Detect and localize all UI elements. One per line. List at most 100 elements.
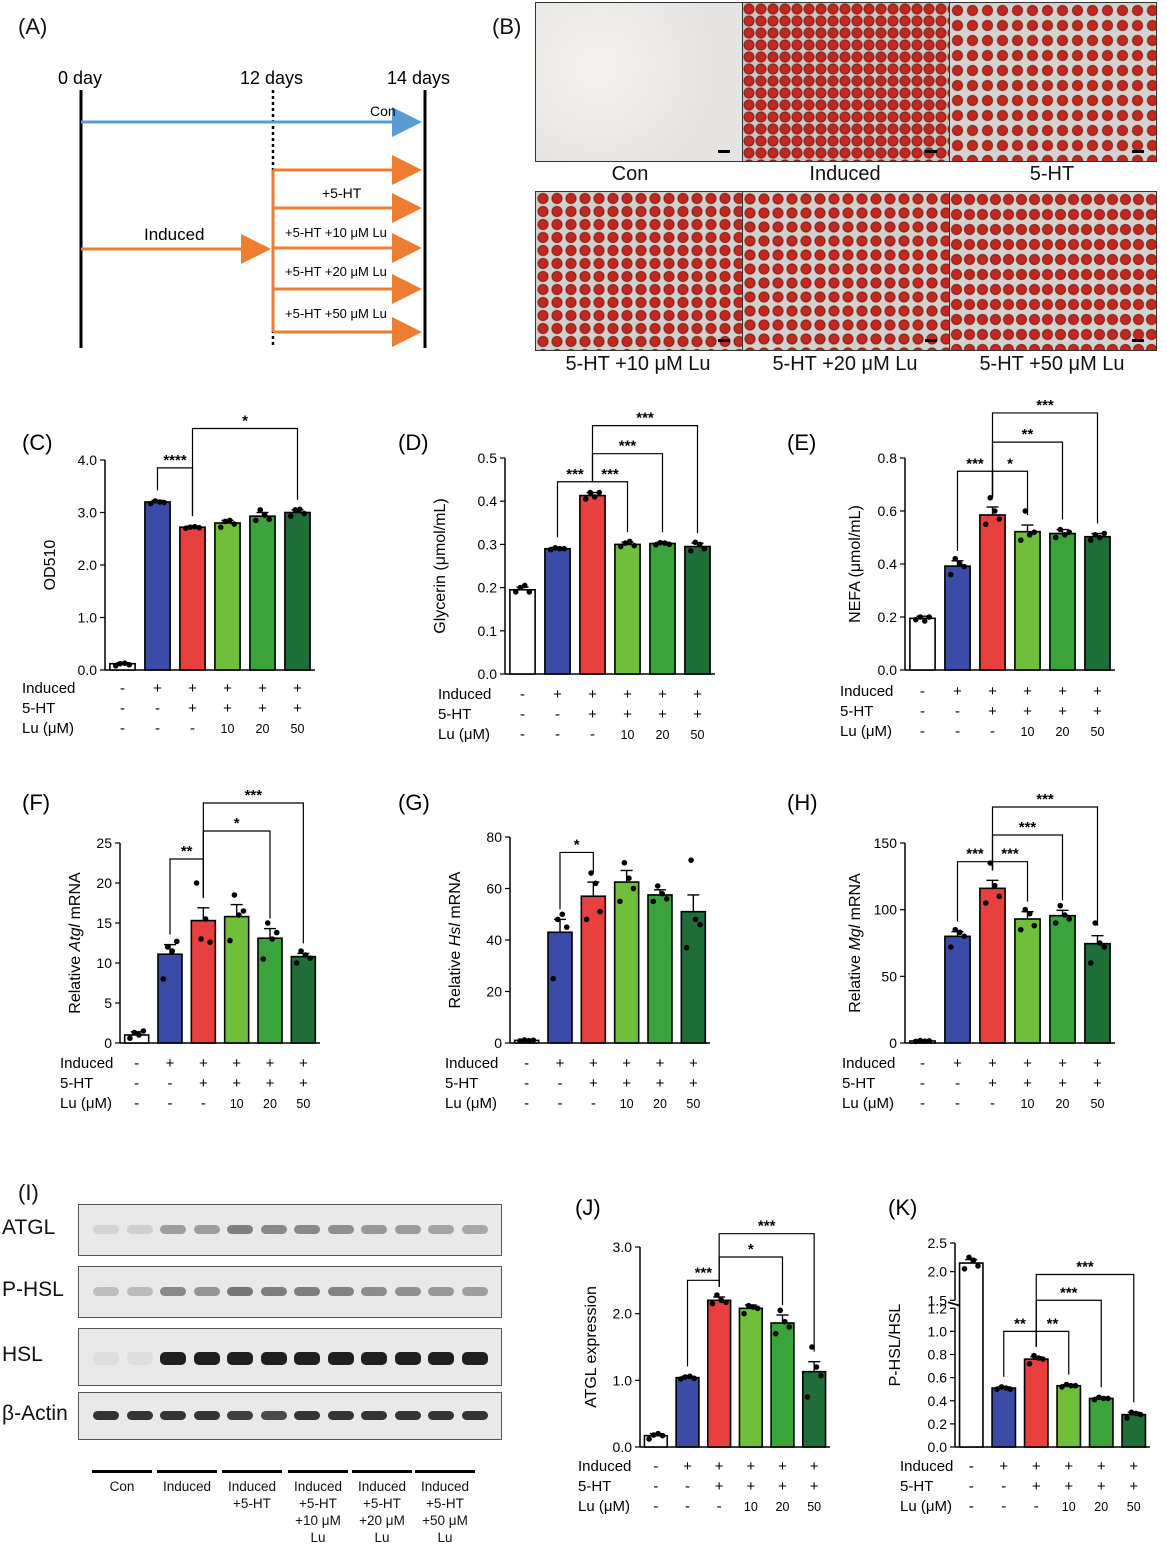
data-point bbox=[521, 1037, 528, 1043]
data-point bbox=[991, 882, 998, 889]
bar bbox=[257, 937, 283, 1044]
bar bbox=[675, 1376, 700, 1448]
significance-label: * bbox=[242, 413, 248, 430]
data-point bbox=[191, 523, 198, 530]
treatment-row-label: Induced bbox=[900, 1458, 953, 1475]
data-point bbox=[1052, 920, 1059, 926]
significance-label: *** bbox=[1076, 1259, 1094, 1276]
treatment-cell: - bbox=[168, 1075, 173, 1092]
bar bbox=[958, 1262, 984, 1448]
micrograph-caption-lu50: 5-HT +50 μM Lu bbox=[979, 353, 1125, 375]
y-axis-title: ATGL expression bbox=[583, 1286, 600, 1408]
data-point bbox=[912, 1038, 919, 1045]
lane-caption: Induced +5-HT bbox=[227, 1479, 277, 1511]
treatment-row-label: 5-HT bbox=[842, 1075, 875, 1092]
data-point bbox=[1096, 1394, 1102, 1401]
treatment-cell: + bbox=[1093, 683, 1102, 700]
data-point bbox=[631, 542, 638, 549]
treatment-cell: + bbox=[1097, 1478, 1106, 1495]
y-tick-label: 4.0 bbox=[78, 452, 98, 468]
data-point bbox=[261, 512, 268, 518]
treatment-cell: 10 bbox=[230, 1097, 244, 1111]
data-point bbox=[688, 857, 694, 863]
data-point bbox=[1072, 1382, 1079, 1389]
bar bbox=[144, 501, 171, 671]
treatment-cell: - bbox=[155, 720, 160, 737]
data-point bbox=[921, 1038, 928, 1044]
bar bbox=[647, 894, 673, 1044]
y-tick-label: 1.0 bbox=[78, 610, 98, 626]
data-point bbox=[1068, 1382, 1074, 1389]
treatment-cell: - bbox=[520, 686, 525, 703]
significance-label: ** bbox=[1014, 1315, 1026, 1332]
branch-label-5ht: +5-HT bbox=[322, 185, 362, 201]
lane-group-line bbox=[352, 1470, 412, 1473]
bar bbox=[801, 1370, 827, 1448]
treatment-cell: + bbox=[1032, 1478, 1041, 1495]
data-point bbox=[222, 518, 229, 525]
treatment-cell: - bbox=[955, 703, 960, 720]
y-tick-label: 0 bbox=[104, 1035, 112, 1051]
data-point bbox=[813, 1364, 820, 1370]
treatment-cell: + bbox=[623, 706, 632, 723]
treatment-cell: 10 bbox=[620, 1097, 634, 1111]
bar bbox=[1049, 914, 1076, 1044]
bar bbox=[1088, 1397, 1114, 1448]
bar bbox=[944, 935, 971, 1044]
treatment-cell: + bbox=[266, 1075, 275, 1092]
y-tick-label: 3.0 bbox=[613, 1239, 633, 1255]
treatment-cell: + bbox=[589, 1055, 598, 1072]
bar bbox=[684, 545, 711, 675]
micrograph-caption-lu10: 5-HT +10 μM Lu bbox=[565, 353, 711, 375]
treatment-cell: + bbox=[299, 1075, 308, 1092]
data-point bbox=[982, 900, 989, 906]
branch-label-lu10: +5-HT +10 μM Lu bbox=[285, 225, 387, 240]
treatment-cell: + bbox=[715, 1458, 724, 1475]
treatment-cell: 10 bbox=[1021, 725, 1035, 739]
data-point bbox=[302, 952, 309, 958]
micrograph-induced bbox=[742, 2, 950, 162]
data-point bbox=[1052, 534, 1059, 541]
treatment-cell: + bbox=[1023, 1075, 1032, 1092]
bar bbox=[1084, 942, 1111, 1044]
treatment-cell: + bbox=[1058, 683, 1067, 700]
data-point bbox=[1101, 944, 1108, 950]
data-point bbox=[517, 1038, 523, 1044]
data-point bbox=[147, 500, 154, 507]
data-point bbox=[131, 1029, 138, 1036]
blot-lane-band bbox=[327, 1352, 354, 1365]
treatment-cell: + bbox=[589, 1075, 598, 1092]
data-point bbox=[1066, 529, 1073, 535]
blot-lane-band bbox=[193, 1352, 220, 1365]
data-point bbox=[591, 494, 598, 500]
data-point bbox=[550, 975, 557, 982]
treatment-cell: - bbox=[591, 1095, 596, 1112]
significance-label: * bbox=[234, 815, 240, 832]
lane-caption: Induced +5-HT +20 μM Lu bbox=[357, 1479, 407, 1545]
treatment-cell: + bbox=[258, 680, 267, 697]
treatment-cell: + bbox=[715, 1478, 724, 1495]
treatment-row-label: Lu (μM) bbox=[840, 723, 892, 740]
treatment-cell: + bbox=[689, 1055, 698, 1072]
blot-lane-band bbox=[260, 1352, 287, 1365]
lane-caption: Induced +5-HT +10 μM Lu bbox=[293, 1479, 343, 1545]
data-point bbox=[998, 1384, 1005, 1390]
treatment-row-label: Induced bbox=[842, 1055, 895, 1072]
data-point bbox=[961, 1265, 968, 1272]
treatment-cell: 20 bbox=[653, 1097, 667, 1111]
data-point bbox=[809, 1344, 815, 1350]
blot-lane-band bbox=[327, 1411, 354, 1420]
data-point bbox=[1128, 1409, 1135, 1416]
y-tick-label: 150 bbox=[874, 835, 898, 851]
data-point bbox=[217, 524, 224, 530]
treatment-row-label: Lu (μM) bbox=[578, 1498, 630, 1515]
y-tick-label: 0 bbox=[494, 1035, 502, 1051]
data-point bbox=[996, 893, 1003, 900]
treatment-cell: - bbox=[653, 1498, 658, 1515]
treatment-cell: 10 bbox=[744, 1500, 758, 1514]
data-point bbox=[1092, 920, 1099, 926]
treatment-row-label: 5-HT bbox=[22, 700, 55, 717]
